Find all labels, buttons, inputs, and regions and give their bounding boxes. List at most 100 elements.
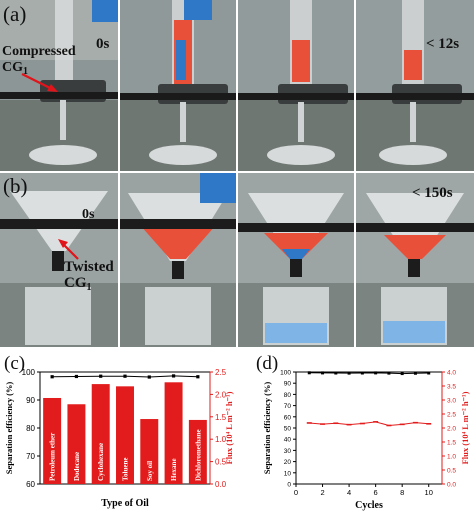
chart-c-category-label: Hexane xyxy=(170,458,178,481)
chart-c-category-label: Soy oil xyxy=(146,461,154,481)
chart-d-x-tick-label: 10 xyxy=(425,488,433,497)
chart-c-efficiency-point xyxy=(147,375,151,379)
chart-c-ylabel: Separation efficiency (%) xyxy=(4,382,14,475)
chart-c-letter: (c) xyxy=(4,353,26,374)
photo-a4 xyxy=(356,0,474,171)
chart-d: 0 10 20 30 40 50 60 70 80 90 100 0.0 0.5 1.0 1.5 2.0 2.5… xyxy=(238,352,474,514)
chart-d-efficiency-point xyxy=(307,371,311,375)
chart-d-y2-tick-label: 1.0 xyxy=(447,454,456,461)
chart-d-y2-tick-label: 0.5 xyxy=(447,468,456,475)
chart-c-bar xyxy=(67,404,86,484)
panel-a-label-sub: 1 xyxy=(23,66,28,77)
chart-d-y-tick-label: 70 xyxy=(284,403,292,410)
chart-c-category-label: Dodecane xyxy=(73,452,81,481)
chart-c-y2label: Flux (10⁴ L m⁻² h⁻¹) xyxy=(224,391,234,464)
chart-d-efficiency-point xyxy=(387,371,391,375)
chart-d-frame xyxy=(295,371,443,485)
chart-d-xlabel: Cycles xyxy=(355,500,383,511)
photo-a3-drawing xyxy=(238,0,354,171)
photo-b2 xyxy=(120,173,236,347)
chart-d-efficiency-point xyxy=(413,371,417,375)
chart-c-category-label: Petroleum ether xyxy=(49,433,57,481)
chart-d-y-tick-label: 90 xyxy=(284,381,292,388)
chart-d-y-tick-label: 80 xyxy=(284,392,292,399)
chart-d-x-tick-label: 8 xyxy=(400,488,404,497)
chart-d-y-tick-label: 60 xyxy=(284,414,292,421)
chart-d-y2-tick-label: 4.0 xyxy=(447,370,456,377)
chart-c-y2-tick-label: 1.0 xyxy=(215,435,227,444)
chart-d-y2label: Flux (10⁴ L m⁻² h⁻¹) xyxy=(460,391,470,464)
panel-b-label-line1: Twisted xyxy=(64,259,114,275)
chart-d-y2-tick-label: 0.0 xyxy=(447,482,456,489)
chart-d-y2-tick-label: 3.0 xyxy=(447,398,456,405)
chart-d-y-tick-label: 50 xyxy=(284,426,292,433)
chart-c-efficiency-point xyxy=(74,374,79,379)
photo-a3 xyxy=(238,0,354,171)
photo-b3 xyxy=(238,173,354,347)
chart-d-y-tick-label: 0 xyxy=(287,482,291,489)
chart-c-y2-tick-label: 2.5 xyxy=(215,368,227,377)
chart-d-y2-tick-label: 3.5 xyxy=(447,384,456,391)
chart-c-efficiency-point xyxy=(99,374,103,378)
chart-c-bar xyxy=(43,397,62,484)
chart-c-y2-tick-label: 2.0 xyxy=(215,390,227,399)
chart-d-efficiency-point xyxy=(347,371,351,375)
chart-c-svg: Petroleum ether Dodecane Cyclohexane Toluen… xyxy=(4,368,234,509)
panel-a-time-end: < 12s xyxy=(426,36,460,52)
photo-row-b: (b) 0s < 150s Twisted CG1 xyxy=(0,173,474,347)
chart-d-y2-tick-label: 2.5 xyxy=(447,412,456,419)
panel-b-label-cg: CG xyxy=(64,275,87,291)
chart-d-x-tick-label: 4 xyxy=(347,488,351,497)
panel-a-letter: (a) xyxy=(3,2,27,26)
chart-d-svg: 01020304050607080901000.00.51.01.52.02.5… xyxy=(262,370,470,512)
chart-d-x-tick-label: 6 xyxy=(374,488,378,497)
chart-c-bar xyxy=(188,419,207,484)
photo-b4-drawing xyxy=(356,173,474,347)
chart-c-bar xyxy=(164,382,183,484)
photo-b3-drawing xyxy=(238,173,354,347)
chart-d-y-tick-label: 10 xyxy=(284,470,292,477)
chart-d-x-tick-label: 0 xyxy=(294,488,298,497)
chart-c-xlabel: Type of Oil xyxy=(101,498,149,509)
chart-d-efficiency-point xyxy=(374,371,378,375)
chart-c-y2-tick-label: 1.5 xyxy=(215,413,227,422)
panel-b-time-end: < 150s xyxy=(412,185,453,201)
chart-c-bar xyxy=(91,384,110,484)
chart-d-y2-tick-label: 2.0 xyxy=(447,426,456,433)
chart-c-y-tick-label: 90 xyxy=(26,396,35,405)
chart-d-x-tick-label: 2 xyxy=(320,488,324,497)
chart-c-efficiency-point xyxy=(123,374,127,378)
photo-a2-drawing xyxy=(120,0,236,171)
chart-d-efficiency-point xyxy=(321,371,325,375)
chart-d-efficiency-line xyxy=(309,372,429,375)
chart-c-y-tick-label: 60 xyxy=(26,480,35,489)
photo-a1-drawing xyxy=(0,0,118,171)
panel-a-arrow xyxy=(21,73,58,92)
chart-d-y2-tick-label: 1.5 xyxy=(447,440,456,447)
chart-c-category-label: Cyclohexane xyxy=(97,443,105,481)
photo-row-a: (a) 0s < 12s Compressed CG1 xyxy=(0,0,474,171)
chart-d-y-tick-label: 100 xyxy=(280,370,291,377)
chart-d-efficiency-point xyxy=(427,371,431,375)
chart-c-efficiency-point xyxy=(171,374,176,378)
chart-c-y-tick-label: 80 xyxy=(26,424,35,433)
chart-c-bar xyxy=(116,386,134,484)
chart-c-y-tick-label: 100 xyxy=(22,368,36,377)
chart-d-efficiency-point xyxy=(400,372,404,376)
chart-c-efficiency-point xyxy=(50,375,54,379)
chart-c-category-label: Dichloromethane xyxy=(194,429,202,481)
chart-d-efficiency-point xyxy=(334,371,338,375)
photo-b4 xyxy=(356,173,474,347)
photo-a1 xyxy=(0,0,118,171)
chart-c-y-tick-label: 70 xyxy=(26,452,35,461)
panel-a-label-cg: CG xyxy=(2,60,23,75)
chart-c-bar xyxy=(140,419,159,484)
chart-c-y2-tick-label: 0.5 xyxy=(215,458,227,467)
panel-b-time-start: 0s xyxy=(82,207,95,222)
panel-a-time-start: 0s xyxy=(96,36,110,52)
chart-d-ylabel: Separation efficiency (%) xyxy=(262,382,272,475)
panel-a-sample-label: Compressed CG1 xyxy=(2,44,76,80)
panel-a-label-line1: Compressed xyxy=(2,44,76,59)
chart-d-y-tick-label: 40 xyxy=(284,437,292,444)
chart-d-efficiency-point xyxy=(360,371,364,375)
